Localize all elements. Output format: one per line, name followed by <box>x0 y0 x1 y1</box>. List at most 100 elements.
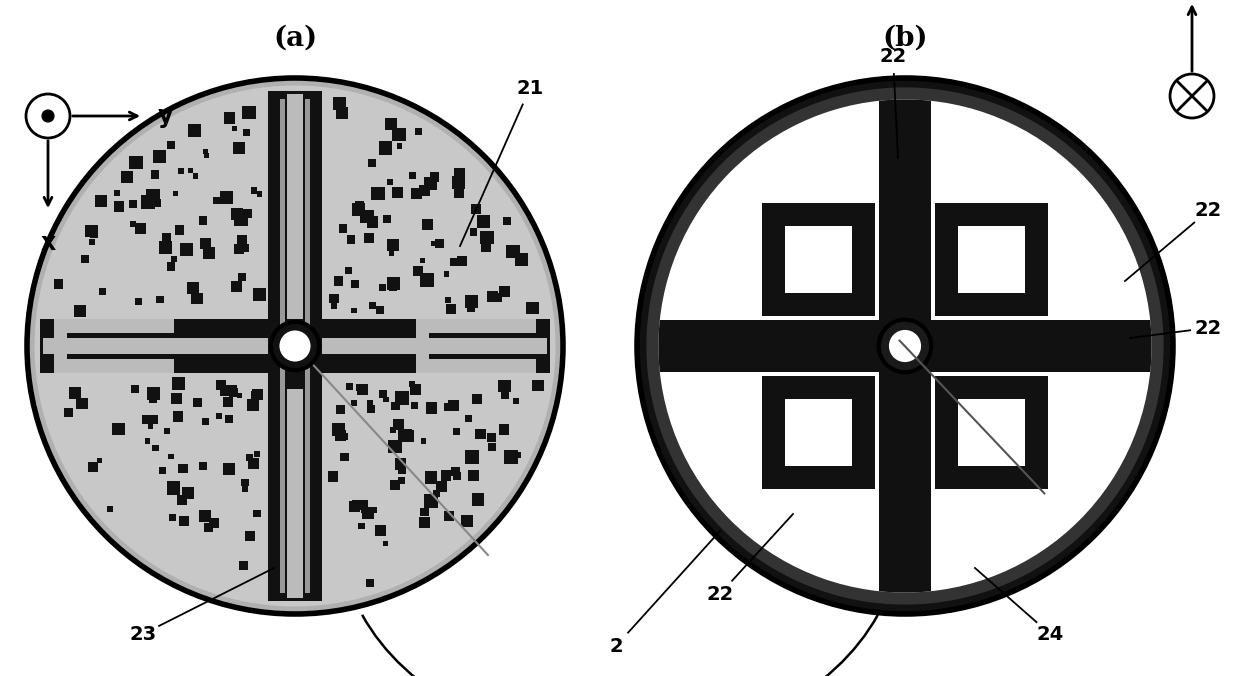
FancyBboxPatch shape <box>112 422 125 435</box>
Text: 22: 22 <box>1194 201 1221 220</box>
FancyBboxPatch shape <box>852 376 875 489</box>
FancyBboxPatch shape <box>223 112 236 124</box>
FancyBboxPatch shape <box>487 433 496 442</box>
FancyBboxPatch shape <box>386 118 398 130</box>
FancyBboxPatch shape <box>223 397 233 407</box>
FancyBboxPatch shape <box>498 380 511 392</box>
FancyBboxPatch shape <box>234 244 244 254</box>
FancyBboxPatch shape <box>336 405 346 414</box>
Text: 23: 23 <box>129 625 156 644</box>
FancyBboxPatch shape <box>351 280 360 288</box>
FancyBboxPatch shape <box>532 380 543 391</box>
Circle shape <box>27 78 563 614</box>
FancyBboxPatch shape <box>461 515 474 527</box>
FancyBboxPatch shape <box>336 107 348 119</box>
FancyBboxPatch shape <box>172 377 185 390</box>
Circle shape <box>637 78 1173 614</box>
FancyBboxPatch shape <box>527 301 539 314</box>
FancyBboxPatch shape <box>187 282 198 294</box>
FancyBboxPatch shape <box>658 320 1152 372</box>
FancyBboxPatch shape <box>97 458 102 463</box>
FancyBboxPatch shape <box>248 458 259 469</box>
FancyBboxPatch shape <box>367 404 374 413</box>
FancyBboxPatch shape <box>378 284 386 291</box>
FancyBboxPatch shape <box>419 185 430 196</box>
FancyBboxPatch shape <box>153 445 159 452</box>
FancyBboxPatch shape <box>216 412 222 418</box>
FancyBboxPatch shape <box>253 287 267 301</box>
FancyBboxPatch shape <box>156 296 164 304</box>
FancyBboxPatch shape <box>471 493 485 506</box>
FancyBboxPatch shape <box>332 423 345 436</box>
FancyBboxPatch shape <box>250 187 257 193</box>
FancyBboxPatch shape <box>472 394 482 404</box>
FancyBboxPatch shape <box>935 376 959 489</box>
FancyBboxPatch shape <box>424 176 438 191</box>
FancyBboxPatch shape <box>935 203 1048 226</box>
FancyBboxPatch shape <box>336 404 345 414</box>
FancyBboxPatch shape <box>336 279 342 286</box>
FancyBboxPatch shape <box>450 258 459 266</box>
FancyBboxPatch shape <box>175 225 184 235</box>
FancyBboxPatch shape <box>53 279 63 289</box>
FancyBboxPatch shape <box>419 517 430 529</box>
FancyBboxPatch shape <box>233 142 246 154</box>
FancyBboxPatch shape <box>409 172 417 179</box>
FancyBboxPatch shape <box>130 220 136 227</box>
FancyBboxPatch shape <box>232 281 242 292</box>
FancyBboxPatch shape <box>188 168 193 173</box>
FancyBboxPatch shape <box>444 271 449 276</box>
FancyBboxPatch shape <box>420 508 429 516</box>
FancyBboxPatch shape <box>203 523 213 532</box>
FancyBboxPatch shape <box>154 199 161 208</box>
FancyBboxPatch shape <box>242 486 248 491</box>
FancyBboxPatch shape <box>433 491 440 497</box>
FancyBboxPatch shape <box>305 99 310 593</box>
FancyBboxPatch shape <box>415 319 536 333</box>
FancyBboxPatch shape <box>378 141 392 155</box>
FancyBboxPatch shape <box>763 203 785 316</box>
FancyBboxPatch shape <box>515 254 528 266</box>
FancyBboxPatch shape <box>53 319 175 333</box>
FancyBboxPatch shape <box>402 430 414 442</box>
FancyBboxPatch shape <box>216 380 226 390</box>
FancyBboxPatch shape <box>458 256 466 266</box>
FancyBboxPatch shape <box>327 471 337 482</box>
FancyBboxPatch shape <box>192 173 198 179</box>
FancyBboxPatch shape <box>879 99 931 593</box>
FancyBboxPatch shape <box>370 302 376 308</box>
FancyBboxPatch shape <box>360 210 373 223</box>
Circle shape <box>658 99 1152 593</box>
FancyBboxPatch shape <box>444 511 454 521</box>
FancyBboxPatch shape <box>361 506 367 512</box>
FancyBboxPatch shape <box>412 188 422 199</box>
FancyBboxPatch shape <box>409 381 415 387</box>
FancyBboxPatch shape <box>237 212 247 222</box>
FancyBboxPatch shape <box>243 209 252 218</box>
FancyBboxPatch shape <box>169 454 174 459</box>
FancyBboxPatch shape <box>69 387 81 399</box>
Circle shape <box>646 87 1163 604</box>
FancyBboxPatch shape <box>432 241 436 246</box>
FancyBboxPatch shape <box>286 94 303 319</box>
FancyBboxPatch shape <box>389 250 394 256</box>
Circle shape <box>26 94 69 138</box>
FancyBboxPatch shape <box>763 466 875 489</box>
FancyBboxPatch shape <box>367 216 378 228</box>
FancyBboxPatch shape <box>286 389 303 598</box>
FancyBboxPatch shape <box>371 187 384 200</box>
FancyBboxPatch shape <box>387 179 393 185</box>
FancyBboxPatch shape <box>394 458 407 470</box>
FancyBboxPatch shape <box>91 230 98 238</box>
FancyBboxPatch shape <box>176 495 187 506</box>
FancyBboxPatch shape <box>73 305 87 317</box>
FancyBboxPatch shape <box>182 487 195 499</box>
FancyBboxPatch shape <box>435 239 444 248</box>
FancyBboxPatch shape <box>446 304 456 314</box>
FancyBboxPatch shape <box>203 247 215 259</box>
FancyBboxPatch shape <box>358 500 368 510</box>
FancyBboxPatch shape <box>219 191 233 203</box>
FancyBboxPatch shape <box>498 285 510 297</box>
FancyBboxPatch shape <box>77 397 88 409</box>
FancyBboxPatch shape <box>239 560 248 571</box>
